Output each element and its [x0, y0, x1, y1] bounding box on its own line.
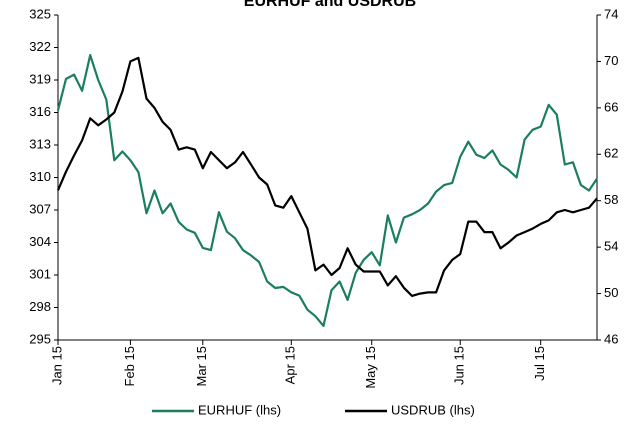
y-tick-label: 325 — [29, 6, 51, 21]
y2-tick-label: 66 — [604, 99, 618, 114]
y-tick-label: 307 — [29, 201, 51, 216]
x-tick-label: May 15 — [363, 346, 378, 389]
y-tick-label: 301 — [29, 266, 51, 281]
y-tick-label: 316 — [29, 104, 51, 119]
legend-label: EURHUF (lhs) — [198, 402, 281, 417]
y-tick-label: 310 — [29, 169, 51, 184]
y-tick-label: 295 — [29, 331, 51, 346]
x-tick-label: Apr 15 — [283, 346, 298, 384]
x-tick-label: Jan 15 — [49, 346, 64, 385]
y-tick-label: 313 — [29, 136, 51, 151]
x-tick-label: Jul 15 — [532, 346, 547, 381]
y2-tick-label: 62 — [604, 146, 618, 161]
y-tick-label: 319 — [29, 71, 51, 86]
x-tick-label: Feb 15 — [122, 346, 137, 386]
y2-tick-label: 50 — [604, 285, 618, 300]
chart-title: EURHUF and USDRUB — [244, 0, 416, 10]
legend-label: USDRUB (lhs) — [391, 402, 475, 417]
y-tick-label: 304 — [29, 234, 51, 249]
series-line — [56, 56, 598, 297]
y2-tick-label: 46 — [604, 331, 618, 346]
x-tick-label: Jun 15 — [452, 346, 467, 385]
y-tick-label: 322 — [29, 39, 51, 54]
y2-tick-label: 74 — [604, 6, 618, 21]
series-line — [56, 54, 598, 327]
y2-tick-label: 70 — [604, 53, 618, 68]
y2-tick-label: 58 — [604, 192, 618, 207]
y-tick-label: 298 — [29, 299, 51, 314]
y2-tick-label: 54 — [604, 239, 618, 254]
x-tick-label: Mar 15 — [194, 346, 209, 386]
